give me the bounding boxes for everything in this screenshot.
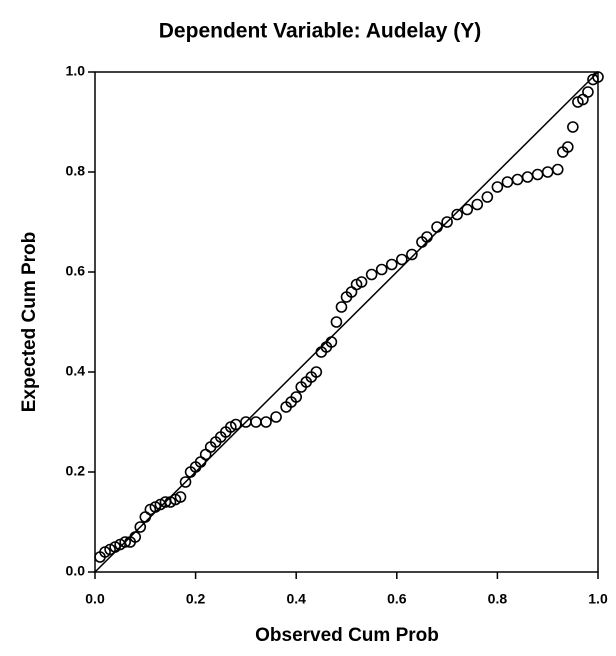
point	[119, 536, 131, 548]
point	[461, 203, 474, 216]
plot-frame	[94, 71, 599, 573]
point	[521, 171, 534, 183]
y-axis-label: Expected Cum Prob	[19, 232, 40, 413]
point	[270, 411, 282, 423]
x-tick-label: 0.0	[85, 591, 105, 607]
reference-line	[94, 71, 599, 573]
point	[375, 263, 388, 276]
point	[129, 531, 142, 543]
point	[431, 221, 443, 233]
point	[471, 198, 484, 211]
point	[355, 276, 368, 288]
point	[481, 191, 494, 203]
point	[562, 141, 574, 153]
point	[451, 208, 463, 221]
point	[385, 258, 398, 271]
point	[406, 248, 418, 261]
y-tick-label: 0.6	[66, 263, 86, 279]
point	[179, 476, 192, 488]
point	[290, 391, 303, 403]
x-tick-label: 1.0	[588, 591, 608, 607]
point	[421, 231, 433, 243]
point	[260, 416, 272, 428]
point	[174, 491, 187, 503]
point	[501, 176, 514, 188]
point	[567, 121, 579, 133]
y-tick-label: 1.0	[66, 63, 86, 79]
point	[310, 366, 323, 378]
point	[582, 86, 594, 98]
point	[511, 173, 524, 186]
point	[330, 316, 343, 328]
point	[365, 268, 378, 281]
point	[396, 253, 408, 266]
point	[551, 163, 564, 176]
x-axis-label: Observed Cum Prob	[255, 625, 439, 646]
y-tick-label: 0.0	[66, 563, 86, 579]
point	[335, 301, 348, 313]
chart-title: Dependent Variable: Audelay (Y)	[159, 20, 481, 43]
point	[134, 521, 147, 533]
point	[325, 336, 338, 348]
point	[250, 416, 262, 428]
point	[592, 71, 604, 83]
point	[491, 181, 504, 193]
y-tick-label: 0.4	[66, 363, 86, 379]
x-tick-label: 0.6	[387, 591, 407, 607]
point	[541, 166, 554, 178]
point	[441, 216, 453, 228]
x-tick-label: 0.8	[488, 591, 508, 607]
x-tick-label: 0.2	[186, 591, 206, 607]
x-tick-label: 0.4	[286, 591, 306, 607]
y-tick-label: 0.2	[66, 463, 86, 479]
y-tick-label: 0.8	[66, 163, 86, 179]
point	[531, 168, 544, 181]
